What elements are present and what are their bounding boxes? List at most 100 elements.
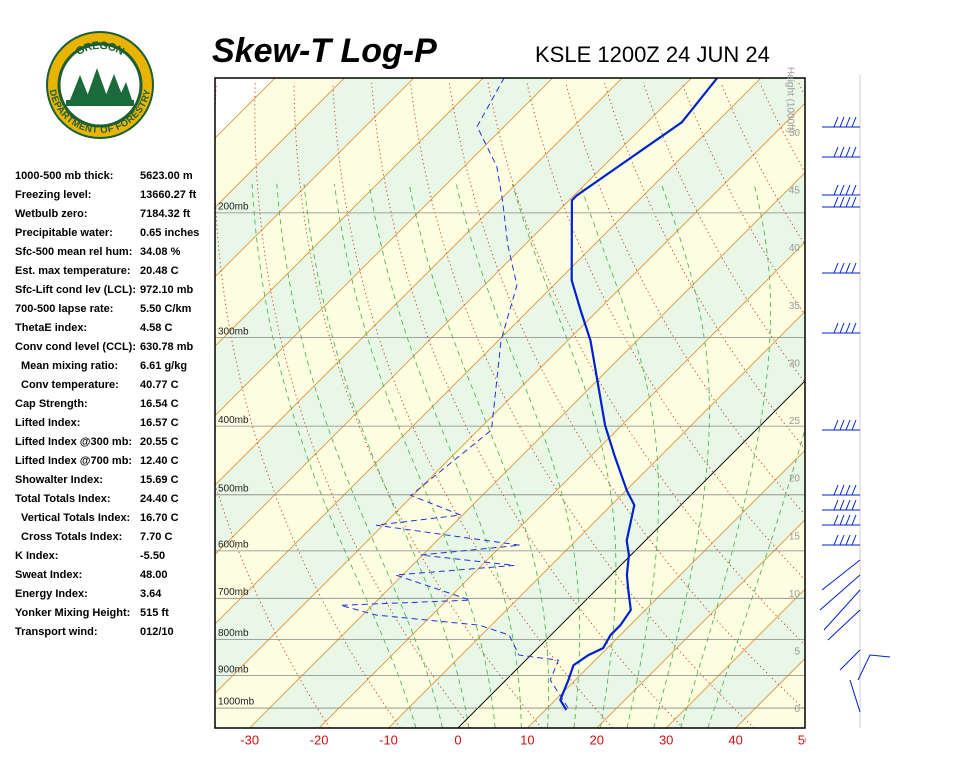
y-tick-label: 400mb (218, 415, 249, 426)
y2-axis-label: Height (1000ft) (784, 67, 795, 133)
stat-label: Freezing level: (15, 189, 91, 201)
background (215, 78, 960, 728)
profile-line (559, 78, 719, 711)
isotherm (215, 78, 484, 347)
barb-staff (823, 589, 861, 631)
stat-value: 3.64 (140, 588, 162, 600)
barb-flag (839, 499, 845, 511)
stat-label: ThetaE index: (15, 322, 87, 334)
dry-adiabat (254, 82, 472, 728)
barb-flag (839, 514, 845, 526)
y2-tick-label: 25 (789, 416, 801, 427)
stat-value: 12.40 C (140, 455, 179, 467)
barb-flag (845, 514, 851, 526)
stat-value: 5.50 C/km (140, 303, 192, 315)
stat-label: Conv temperature: (21, 379, 119, 391)
barb-flag (833, 184, 839, 196)
moist-adiabat (408, 183, 549, 728)
barb-staff (821, 559, 861, 591)
stat-value: 7.70 C (140, 531, 172, 543)
barb-flag (833, 499, 839, 511)
stat-label: 1000-500 mb thick: (15, 170, 113, 182)
stat-value: 48.00 (140, 569, 168, 581)
dry-adiabat (448, 82, 805, 711)
moist-adiabat (368, 183, 522, 728)
y2-tick-label: 35 (789, 301, 801, 312)
stat-value: 20.48 C (140, 265, 179, 277)
barb-flag (851, 499, 857, 511)
stat-value: 972.10 mb (140, 284, 193, 296)
barb-flag (833, 196, 839, 208)
stat-label: Showalter Index: (15, 474, 103, 486)
band (215, 103, 805, 728)
stat-value: 24.40 C (140, 493, 179, 505)
barb-flag (839, 262, 845, 274)
x-axis: -30 -20 -10 0 10 20 30 40 50 (240, 732, 806, 747)
dry-adiabat (954, 83, 960, 728)
stat-value: 012/10 (140, 626, 174, 638)
barb-flag (833, 514, 839, 526)
stat-value: 6.61 g/kg (140, 360, 187, 372)
barb-flag (845, 484, 851, 496)
stat-value: 34.08 % (140, 246, 181, 258)
y2-tick-label: 50 (789, 128, 801, 139)
band (805, 78, 960, 728)
logo: OREGON DEPARTMENT OF FORESTRY (46, 31, 154, 139)
grid-line (665, 588, 805, 728)
stat-value: 16.57 C (140, 417, 179, 429)
chart-title: Skew-T Log-P (212, 32, 437, 70)
stat-value: 40.77 C (140, 379, 179, 391)
x-tick-label: 0 (454, 732, 461, 747)
barb-flag (839, 322, 845, 334)
stat-value: 5623.00 m (140, 170, 193, 182)
grid-line (457, 380, 805, 728)
grid-line (596, 519, 805, 728)
moist-adiabat (303, 183, 470, 728)
barb-flag (845, 116, 851, 128)
y2-tick-label: 30 (789, 358, 801, 369)
stat-label: Energy Index: (15, 588, 88, 600)
stat-label: 700-500 lapse rate: (15, 303, 113, 315)
barb-flag (833, 146, 839, 158)
isotherm (215, 78, 762, 625)
wind-barbs (819, 116, 891, 713)
barb-flag (851, 514, 857, 526)
barb-flag (845, 534, 851, 546)
dry-adiabat (409, 82, 755, 728)
stat-label: Sweat Index: (15, 569, 82, 581)
y-tick-label: 700mb (218, 587, 249, 598)
barb-flag (833, 534, 839, 546)
barb-flag (851, 419, 857, 431)
barb-flag (851, 534, 857, 546)
barb-flag (839, 534, 845, 546)
y2-tick-label: 15 (789, 531, 801, 542)
y2-tick-label: 45 (789, 186, 801, 197)
dry-adiabat (604, 82, 805, 450)
isotherm (215, 78, 692, 556)
barb-flag (851, 196, 857, 208)
stat-value: 16.54 C (140, 398, 179, 410)
barb-flag (845, 499, 851, 511)
y-tick-label: 200mb (218, 202, 249, 213)
barb-flag (851, 146, 857, 158)
plot (215, 78, 805, 711)
barb-flag (851, 484, 857, 496)
stat-value: 7184.32 ft (140, 208, 190, 220)
moist-adiabat (251, 183, 417, 728)
barb-flag (839, 484, 845, 496)
stat-label: Transport wind: (15, 626, 98, 638)
barb-flag (833, 262, 839, 274)
dry-adiabat (876, 83, 960, 728)
stat-value: 15.69 C (140, 474, 179, 486)
stat-value: 630.78 mb (140, 341, 193, 353)
barb-flag (845, 184, 851, 196)
stat-label: Lifted Index: (15, 417, 80, 429)
barb-flag (845, 419, 851, 431)
svg-text:OREGON: OREGON (74, 40, 126, 58)
barb-flag (851, 116, 857, 128)
barb-staff (827, 609, 861, 641)
stat-value: 13660.27 ft (140, 189, 197, 201)
barb-flag (839, 146, 845, 158)
barb-flag (845, 196, 851, 208)
